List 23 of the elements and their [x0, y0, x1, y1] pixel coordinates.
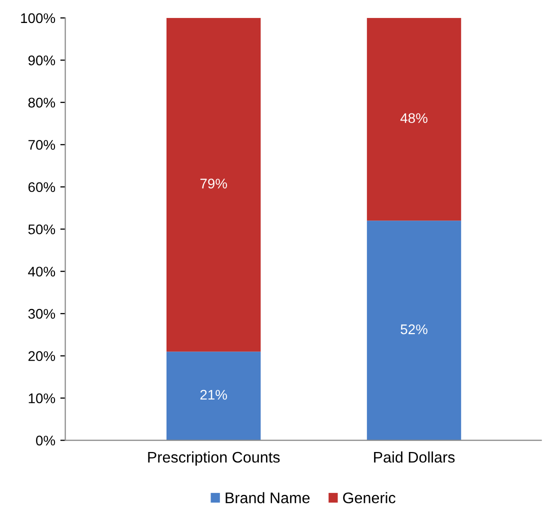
y-tick-label: 90%: [28, 55, 56, 66]
y-tick-label: 40%: [28, 266, 56, 277]
y-tick-label: 30%: [28, 308, 56, 319]
y-tick-label: 0%: [36, 436, 56, 446]
data-label: 52%: [400, 324, 428, 334]
y-tick-label: 100%: [21, 13, 56, 24]
legend-label: Generic: [343, 492, 396, 504]
legend-label: Brand Name: [226, 492, 310, 504]
y-tick-label: 20%: [28, 351, 56, 362]
bar: [366, 18, 462, 221]
y-tick-label: 60%: [28, 182, 56, 192]
data-label: 48%: [400, 113, 428, 124]
data-label: 21%: [200, 390, 227, 400]
x-tick-label: Paid Dollars: [374, 451, 455, 463]
y-tick-label: 10%: [28, 393, 56, 404]
y-tick-label: 50%: [28, 224, 56, 234]
bar: [366, 220, 462, 440]
y-tick-label: 70%: [28, 140, 56, 150]
bar: [166, 18, 261, 352]
data-label: 79%: [200, 178, 227, 188]
x-tick-label: Prescription Counts: [148, 451, 280, 466]
y-tick-label: 80%: [28, 98, 56, 108]
bar: [166, 352, 261, 440]
